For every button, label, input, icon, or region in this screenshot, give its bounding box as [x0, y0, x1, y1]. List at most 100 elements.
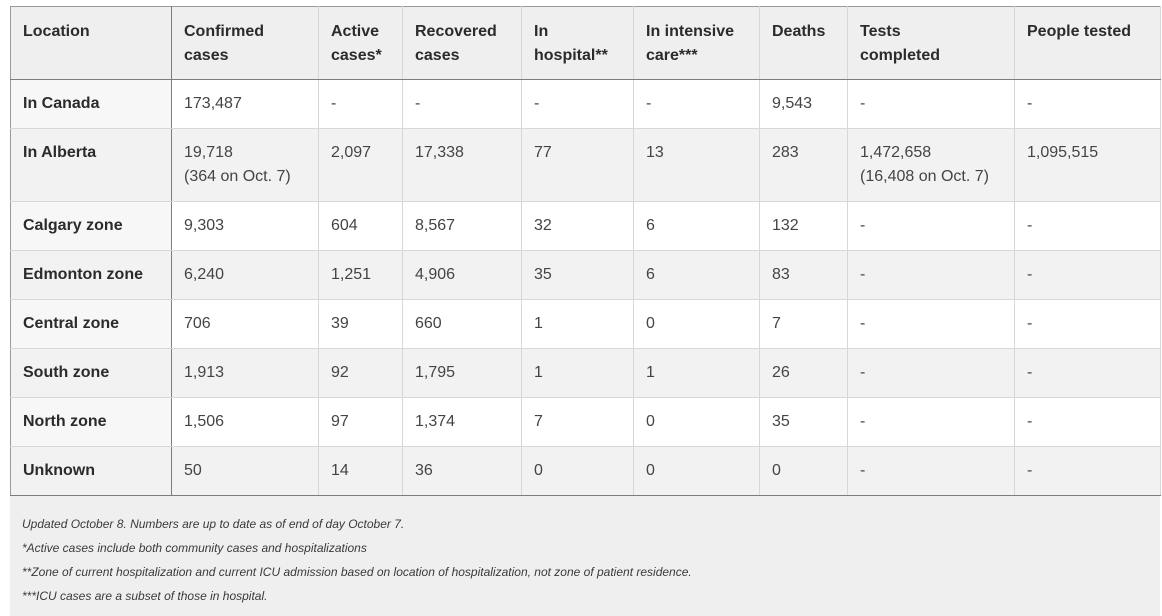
cell-tests: - — [847, 299, 1015, 349]
cell-recovered: 8,567 — [402, 201, 522, 251]
cell-recovered: - — [402, 79, 522, 129]
row-location: In Alberta — [10, 128, 172, 202]
cell-active: 97 — [318, 397, 403, 447]
cell-recovered: 660 — [402, 299, 522, 349]
cell-active: 2,097 — [318, 128, 403, 202]
row-location: Unknown — [10, 446, 172, 496]
header-people-tested: People tested — [1014, 6, 1161, 80]
cell-people-tested: - — [1014, 446, 1161, 496]
cell-deaths: 0 — [759, 446, 848, 496]
table-body: In Canada 173,487 - - - - 9,543 - - In A… — [10, 79, 1161, 496]
cell-active: - — [318, 79, 403, 129]
update-note: Updated October 8. Numbers are up to dat… — [22, 517, 405, 531]
cell-confirmed: 50 — [171, 446, 319, 496]
covid-stats-table: Location Confirmed cases Active cases* Rec… — [10, 6, 1161, 496]
table-footnotes: Updated October 8. Numbers are up to dat… — [10, 496, 1160, 616]
cell-tests: 1,472,658 (16,408 on Oct. 7) — [847, 128, 1015, 202]
cell-deaths: 283 — [759, 128, 848, 202]
cell-active: 604 — [318, 201, 403, 251]
cell-confirmed: 9,303 — [171, 201, 319, 251]
header-active-cases: Active cases* — [318, 6, 403, 80]
cell-active: 92 — [318, 348, 403, 398]
header-location: Location — [10, 6, 172, 80]
cell-icu: 0 — [633, 299, 760, 349]
cell-icu: - — [633, 79, 760, 129]
table-header: Location Confirmed cases Active cases* Rec… — [10, 6, 1161, 80]
cell-active: 14 — [318, 446, 403, 496]
table-row: North zone 1,506 97 1,374 7 0 35 - - — [10, 397, 1161, 447]
table-row: South zone 1,913 92 1,795 1 1 26 - - — [10, 348, 1161, 398]
cell-confirmed-daily: (364 on Oct. 7) — [184, 168, 291, 185]
cell-tests: - — [847, 348, 1015, 398]
header-in-hospital: In hospital** — [521, 6, 634, 80]
cell-deaths: 9,543 — [759, 79, 848, 129]
header-deaths: Deaths — [759, 6, 848, 80]
cell-active: 39 — [318, 299, 403, 349]
table-row: Calgary zone 9,303 604 8,567 32 6 132 - … — [10, 201, 1161, 251]
header-confirmed-cases: Confirmed cases — [171, 6, 319, 80]
cell-tests: - — [847, 201, 1015, 251]
cell-confirmed: 1,506 — [171, 397, 319, 447]
table-row: In Canada 173,487 - - - - 9,543 - - — [10, 79, 1161, 129]
cell-icu: 6 — [633, 201, 760, 251]
cell-tests: - — [847, 250, 1015, 300]
cell-icu: 0 — [633, 397, 760, 447]
cell-people-tested: - — [1014, 79, 1161, 129]
cell-hospital: 0 — [521, 446, 634, 496]
table-row: Central zone 706 39 660 1 0 7 - - — [10, 299, 1161, 349]
cell-active: 1,251 — [318, 250, 403, 300]
row-location: Edmonton zone — [10, 250, 172, 300]
header-recovered-cases: Recovered cases — [402, 6, 522, 80]
table-row: In Alberta 19,718 (364 on Oct. 7) 2,097 1… — [10, 128, 1161, 202]
cell-hospital: 32 — [521, 201, 634, 251]
cell-icu: 13 — [633, 128, 760, 202]
cell-recovered: 1,795 — [402, 348, 522, 398]
cell-tests: - — [847, 397, 1015, 447]
cell-confirmed: 706 — [171, 299, 319, 349]
cell-hospital: 35 — [521, 250, 634, 300]
covid-stats-panel: Location Confirmed cases Active cases* Rec… — [10, 6, 1161, 616]
row-location: North zone — [10, 397, 172, 447]
cell-recovered: 4,906 — [402, 250, 522, 300]
cell-deaths: 7 — [759, 299, 848, 349]
cell-icu: 1 — [633, 348, 760, 398]
cell-deaths: 26 — [759, 348, 848, 398]
cell-people-tested: - — [1014, 397, 1161, 447]
cell-hospital: 77 — [521, 128, 634, 202]
cell-confirmed: 173,487 — [171, 79, 319, 129]
cell-tests: - — [847, 446, 1015, 496]
header-row: Location Confirmed cases Active cases* Rec… — [10, 6, 1161, 80]
cell-people-tested: - — [1014, 299, 1161, 349]
cell-icu: 0 — [633, 446, 760, 496]
cell-deaths: 132 — [759, 201, 848, 251]
footnote-active-cases: *Active cases include both community cas… — [22, 541, 367, 555]
cell-tests-daily: (16,408 on Oct. 7) — [860, 168, 989, 185]
cell-people-tested: - — [1014, 250, 1161, 300]
header-tests-completed: Tests completed — [847, 6, 1015, 80]
table-row: Unknown 50 14 36 0 0 0 - - — [10, 446, 1161, 496]
cell-icu: 6 — [633, 250, 760, 300]
row-location: Central zone — [10, 299, 172, 349]
cell-people-tested: - — [1014, 348, 1161, 398]
cell-people-tested: 1,095,515 — [1014, 128, 1161, 202]
footnote-hospital-zone: **Zone of current hospitalization and cu… — [22, 565, 692, 579]
cell-recovered: 17,338 — [402, 128, 522, 202]
cell-deaths: 35 — [759, 397, 848, 447]
table-row: Edmonton zone 6,240 1,251 4,906 35 6 83 … — [10, 250, 1161, 300]
row-location: In Canada — [10, 79, 172, 129]
header-in-intensive-care: In intensive care*** — [633, 6, 760, 80]
cell-confirmed: 19,718 (364 on Oct. 7) — [171, 128, 319, 202]
row-location: South zone — [10, 348, 172, 398]
cell-hospital: - — [521, 79, 634, 129]
cell-hospital: 7 — [521, 397, 634, 447]
cell-recovered: 1,374 — [402, 397, 522, 447]
cell-people-tested: - — [1014, 201, 1161, 251]
row-location: Calgary zone — [10, 201, 172, 251]
cell-recovered: 36 — [402, 446, 522, 496]
cell-hospital: 1 — [521, 299, 634, 349]
cell-hospital: 1 — [521, 348, 634, 398]
cell-confirmed: 6,240 — [171, 250, 319, 300]
cell-tests: - — [847, 79, 1015, 129]
cell-deaths: 83 — [759, 250, 848, 300]
cell-confirmed: 1,913 — [171, 348, 319, 398]
